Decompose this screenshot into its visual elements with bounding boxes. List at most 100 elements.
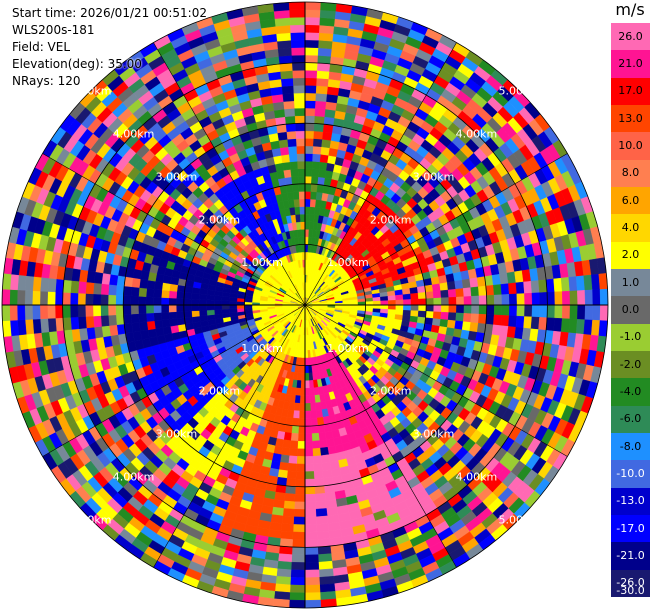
- velocity-gate: [304, 100, 316, 109]
- range-ring-label: 5.00km: [70, 513, 112, 526]
- velocity-gate: [55, 317, 65, 332]
- velocity-gate: [279, 454, 290, 464]
- velocity-gate: [304, 54, 319, 64]
- velocity-gate: [316, 416, 325, 426]
- colorbar-tick-label: 6.0: [621, 193, 640, 207]
- velocity-gate: [304, 122, 315, 132]
- velocity-gate: [295, 122, 306, 132]
- velocity-gate: [456, 296, 465, 306]
- velocity-gate: [274, 17, 291, 27]
- velocity-gate: [523, 316, 533, 330]
- velocity-gate: [395, 294, 404, 301]
- velocity-gate: [318, 431, 327, 441]
- velocity-gate: [131, 322, 141, 333]
- velocity-gate: [501, 294, 510, 306]
- velocity-gate: [294, 493, 306, 503]
- velocity-gate: [448, 304, 457, 314]
- velocity-gate: [54, 304, 64, 319]
- range-ring-label: 1.00km: [241, 342, 283, 355]
- velocity-gate: [145, 304, 154, 314]
- velocity-gate: [297, 160, 306, 170]
- range-ring-label: 2.00km: [199, 213, 241, 226]
- velocity-gate: [153, 304, 162, 314]
- velocity-gate: [324, 430, 334, 440]
- velocity-gate: [291, 47, 306, 56]
- velocity-gate: [297, 168, 306, 177]
- velocity-gate: [183, 310, 193, 318]
- velocity-gate: [454, 279, 464, 290]
- velocity-gate: [70, 280, 80, 294]
- velocity-gate: [154, 281, 164, 291]
- velocity-gate: [236, 307, 245, 313]
- velocity-gate: [410, 310, 419, 318]
- velocity-gate: [291, 54, 306, 64]
- velocity-gate: [309, 402, 317, 412]
- velocity-gate: [286, 130, 297, 140]
- velocity-gate: [54, 291, 64, 306]
- velocity-gate: [462, 313, 472, 323]
- velocity-gate: [478, 304, 488, 315]
- velocity-gate: [561, 304, 571, 320]
- velocity-gate: [183, 298, 192, 306]
- velocity-gate: [313, 470, 324, 480]
- colorbar-tick-label: 17.0: [618, 84, 643, 98]
- velocity-gate: [403, 304, 412, 311]
- velocity-gate: [198, 299, 207, 306]
- velocity-gate: [292, 417, 300, 427]
- velocity-gate: [300, 380, 306, 389]
- velocity-gate: [300, 229, 306, 238]
- velocity-gate: [309, 198, 317, 208]
- range-ring-label: 3.00km: [413, 170, 455, 183]
- colorbar: 26.0 21.0 17.0 13.0 10.0 8.0 6.0 4.0 2.0 1.0 0.0 -1…: [611, 23, 650, 598]
- velocity-gate: [100, 315, 110, 327]
- colorbar-tick-label: 26.0: [618, 29, 643, 43]
- velocity-gate: [493, 304, 503, 316]
- velocity-gate: [319, 154, 329, 164]
- velocity-gate: [191, 315, 201, 324]
- velocity-gate: [229, 308, 238, 314]
- velocity-gate: [275, 575, 291, 586]
- velocity-gate: [315, 500, 327, 510]
- velocity-gate: [304, 561, 320, 571]
- elevation-label: Elevation(deg): 35.00: [12, 57, 142, 71]
- velocity-gate: [62, 304, 71, 318]
- range-ring-label: 3.00km: [413, 428, 455, 441]
- velocity-gate: [138, 304, 147, 314]
- velocity-gate: [32, 304, 41, 320]
- velocity-gate: [298, 425, 306, 435]
- velocity-gate: [1, 288, 11, 306]
- velocity-gate: [315, 409, 324, 419]
- velocity-gate: [294, 486, 306, 495]
- velocity-gate: [229, 304, 238, 310]
- velocity-gate: [319, 9, 337, 19]
- velocity-gate: [284, 485, 296, 495]
- velocity-gate: [77, 292, 86, 306]
- velocity-gate: [314, 115, 326, 125]
- velocity-gate: [304, 62, 318, 71]
- velocity-gate: [485, 284, 495, 296]
- velocity-gate: [319, 24, 335, 35]
- velocity-gate: [198, 304, 207, 311]
- velocity-gate: [17, 274, 27, 291]
- velocity-gate: [161, 282, 171, 291]
- velocity-gate: [304, 524, 318, 533]
- velocity-gate: [206, 304, 215, 311]
- velocity-gate: [304, 160, 313, 170]
- scan-info: Start time: 2026/01/21 00:51:02 WLS200s-…: [12, 5, 207, 90]
- velocity-gate: [77, 280, 87, 294]
- velocity-gate: [130, 286, 140, 297]
- velocity-gate: [283, 169, 292, 179]
- velocity-gate: [16, 289, 26, 306]
- velocity-gate: [276, 32, 292, 42]
- velocity-gate: [294, 501, 306, 510]
- velocity-gate: [471, 304, 480, 315]
- velocity-gate: [285, 123, 297, 132]
- velocity-gate: [577, 290, 586, 306]
- velocity-gate: [486, 294, 495, 306]
- velocity-gate: [39, 277, 50, 292]
- velocity-gate: [304, 478, 315, 488]
- velocity-gate: [123, 285, 132, 297]
- velocity-gate: [275, 24, 291, 35]
- velocity-gate: [170, 324, 180, 334]
